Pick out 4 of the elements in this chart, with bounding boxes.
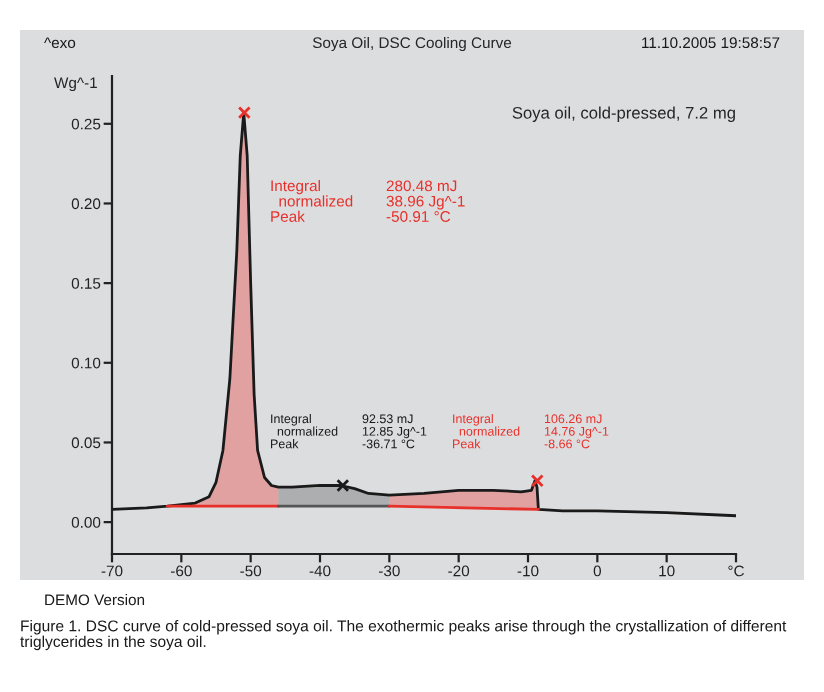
- text: Soya oil, cold-pressed, 7.2 mg: [512, 106, 735, 123]
- point: [530, 474, 544, 488]
- point: [237, 106, 251, 120]
- point: [336, 478, 350, 493]
